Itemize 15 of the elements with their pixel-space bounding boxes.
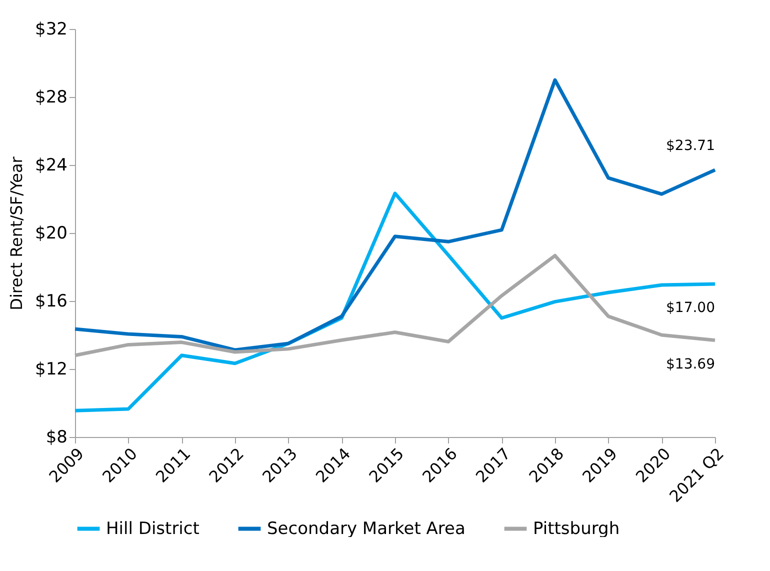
y-tick-label: $12 [35,360,68,380]
y-tick-label: $28 [35,88,68,108]
line-series [73,78,717,352]
legend-label: Secondary Market Area [267,518,466,539]
y-tick-label: $32 [35,20,68,40]
y-tick-label: $16 [35,292,68,312]
legend-label: Hill District [106,518,200,539]
y-tick-label: $24 [35,156,68,176]
y-tick-label: $20 [35,224,68,244]
y-tick-label: $8 [46,428,68,448]
y-axis-title: Direct Rent/SF/Year [7,156,26,310]
data-label: $23.71 [666,138,715,154]
legend-label: Pittsburgh [533,518,620,539]
data-label: $17.00 [666,300,715,316]
data-label: $13.69 [666,356,715,372]
